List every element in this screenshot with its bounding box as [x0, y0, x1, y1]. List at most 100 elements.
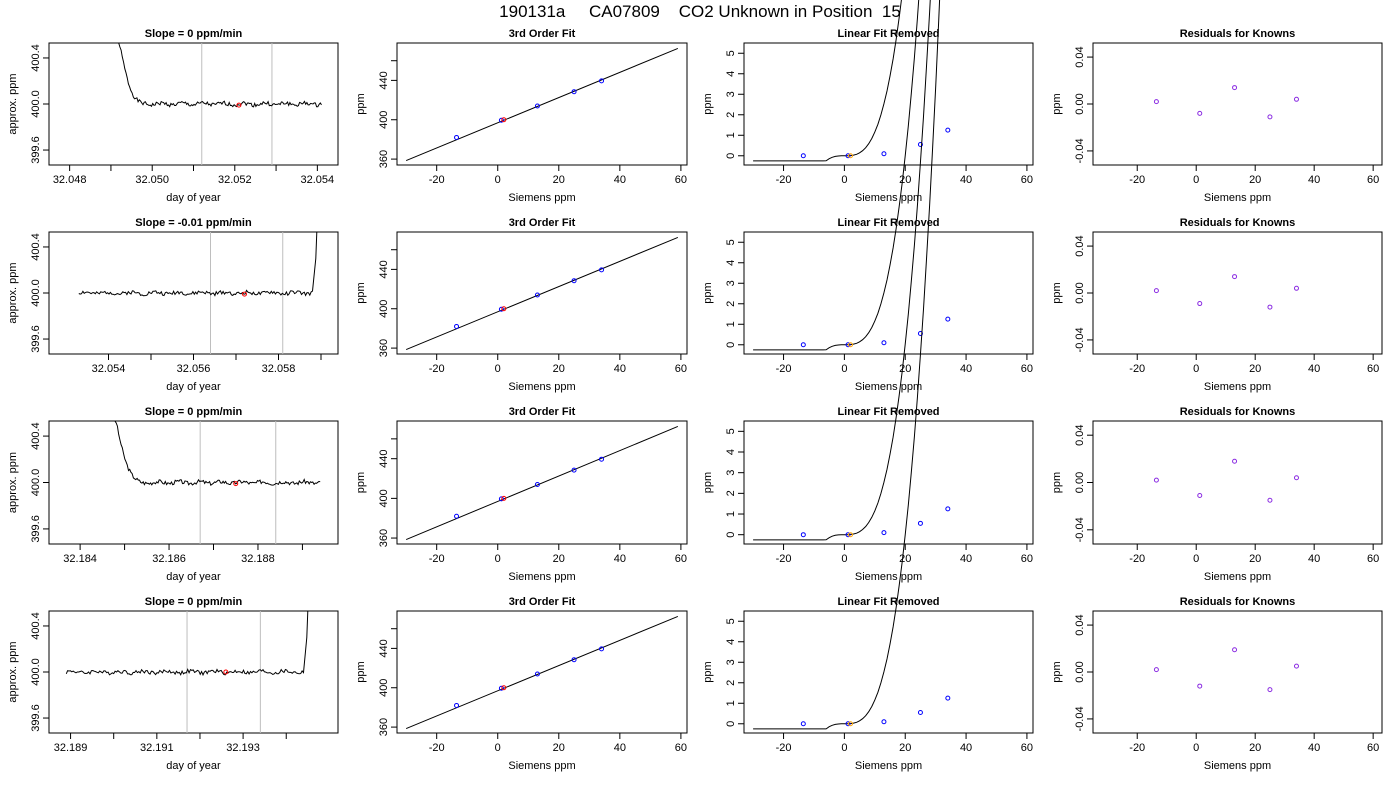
known-point: [454, 702, 460, 708]
page-title: 190131a CA07809 CO2 Unknown in Position …: [499, 2, 901, 21]
x-tick-label: 0: [495, 742, 501, 754]
x-tick-label: -20: [429, 363, 445, 375]
y-tick-label: 5: [725, 239, 737, 245]
x-tick-label: 40: [1308, 742, 1320, 754]
x-tick-label: 0: [1193, 742, 1199, 754]
x-tick-label: 0: [841, 363, 847, 375]
chart-panel-linear_removed: Linear Fit Removed-20 0 20 40 60012345Siemen…: [702, 0, 1034, 772]
known-point: [571, 467, 577, 473]
y-tick-label: 4: [725, 449, 737, 455]
y-tick-label: 0.00: [1074, 472, 1086, 493]
y-tick-label: -0.04: [1074, 706, 1086, 731]
known-point: [917, 141, 923, 147]
residual-point: [1232, 647, 1238, 653]
y-tick-label: 0.04: [1074, 424, 1086, 445]
residual-point: [1232, 458, 1238, 464]
x-axis-label: Siemens ppm: [1204, 192, 1271, 204]
chart-title: Linear Fit Removed: [837, 28, 939, 40]
plot-frame: [396, 42, 688, 166]
x-tick-label: 60: [675, 553, 687, 565]
chart-title: Slope = 0 ppm/min: [145, 28, 243, 40]
unknown-point: [847, 153, 853, 159]
y-tick-label: 400: [378, 679, 390, 697]
known-point: [881, 340, 887, 346]
y-tick-label: 440: [378, 639, 390, 657]
x-tick-label: 0: [841, 553, 847, 565]
plot-frame: [1092, 42, 1383, 166]
x-tick-label: 0: [841, 174, 847, 186]
x-tick-label: 40: [1308, 174, 1320, 186]
y-tick-label: 5: [725, 428, 737, 434]
residual-point: [1153, 477, 1159, 483]
x-tick-label: -20: [429, 553, 445, 565]
x-axis-label: Siemens ppm: [855, 760, 922, 772]
known-point: [945, 127, 951, 133]
x-axis-label: Siemens ppm: [508, 760, 575, 772]
chart-panel-fit: 3rd Order Fit -20 0 20 40 60 360 400 440 Siemens …: [355, 596, 688, 772]
chart-title: Linear Fit Removed: [837, 217, 939, 229]
x-tick-label: 32.191: [140, 742, 174, 754]
chart-title: 3rd Order Fit: [509, 596, 576, 608]
y-tick-label: 360: [378, 718, 390, 736]
y-tick-label: 400.0: [30, 658, 42, 686]
unknown-point: [233, 481, 239, 487]
x-tick-label: 60: [675, 363, 687, 375]
x-tick-label: -20: [776, 363, 792, 375]
residual-curve: [753, 0, 941, 730]
residual-point: [1197, 110, 1203, 116]
chart-panel-fit: 3rd Order Fit -20 0 20 40 60 360 400 440 Siemens …: [355, 406, 688, 583]
x-tick-label: 32.188: [241, 553, 275, 565]
y-tick-label: 440: [378, 450, 390, 468]
y-tick-label: 0.00: [1074, 282, 1086, 303]
y-tick-label: 399.6: [30, 136, 42, 164]
y-tick-label: 400.0: [30, 279, 42, 307]
x-axis-label: Siemens ppm: [855, 571, 922, 583]
x-tick-label: -20: [776, 174, 792, 186]
x-axis-label: Siemens ppm: [1204, 381, 1271, 393]
y-tick-label: 400.0: [30, 90, 42, 118]
known-point: [845, 721, 851, 727]
y-tick-label: 399.6: [30, 325, 42, 353]
y-tick-label: 2: [725, 112, 737, 118]
known-point: [571, 657, 577, 663]
chart-panel-linear_removed: Linear Fit Removed-20 0 20 40 60012345Siemen…: [702, 0, 1034, 393]
x-tick-label: 0: [495, 363, 501, 375]
residual-point: [1293, 285, 1299, 291]
y-tick-label: 3: [725, 659, 737, 665]
y-tick-label: 0: [725, 532, 737, 538]
chart-title: 3rd Order Fit: [509, 406, 576, 418]
y-tick-label: 3: [725, 470, 737, 476]
y-tick-label: 0.04: [1074, 235, 1086, 256]
known-point: [881, 530, 887, 536]
residual-point: [1293, 96, 1299, 102]
chart-panel-fit: 3rd Order Fit -20 0 20 40 60 360 400 440 Siemens …: [355, 217, 688, 393]
x-tick-label: 0: [1193, 174, 1199, 186]
known-point: [498, 117, 504, 123]
y-tick-label: 5: [725, 50, 737, 56]
x-tick-label: 32.058: [262, 363, 296, 375]
y-tick-label: 1: [725, 511, 737, 517]
y-tick-label: 1: [725, 132, 737, 138]
known-point: [498, 496, 504, 502]
x-tick-label: 60: [1367, 363, 1379, 375]
fit-line: [405, 236, 679, 351]
x-tick-label: 32.056: [177, 363, 211, 375]
x-tick-label: 40: [614, 553, 626, 565]
residual-point: [1197, 683, 1203, 689]
x-tick-label: 32.189: [54, 742, 88, 754]
x-tick-label: -20: [429, 742, 445, 754]
known-point: [845, 342, 851, 348]
y-tick-label: 360: [378, 339, 390, 357]
y-axis-label: ppm: [1051, 661, 1063, 682]
y-tick-label: 0.04: [1074, 614, 1086, 635]
x-axis-label: Siemens ppm: [508, 192, 575, 204]
residual-point: [1232, 85, 1238, 91]
plot-frame: [396, 420, 688, 545]
y-axis-label: approx. ppm: [7, 452, 19, 513]
chart-title: 3rd Order Fit: [509, 217, 576, 229]
known-point: [800, 721, 806, 727]
residual-point: [1267, 687, 1273, 693]
x-tick-label: 60: [675, 742, 687, 754]
residual-point: [1153, 667, 1159, 673]
